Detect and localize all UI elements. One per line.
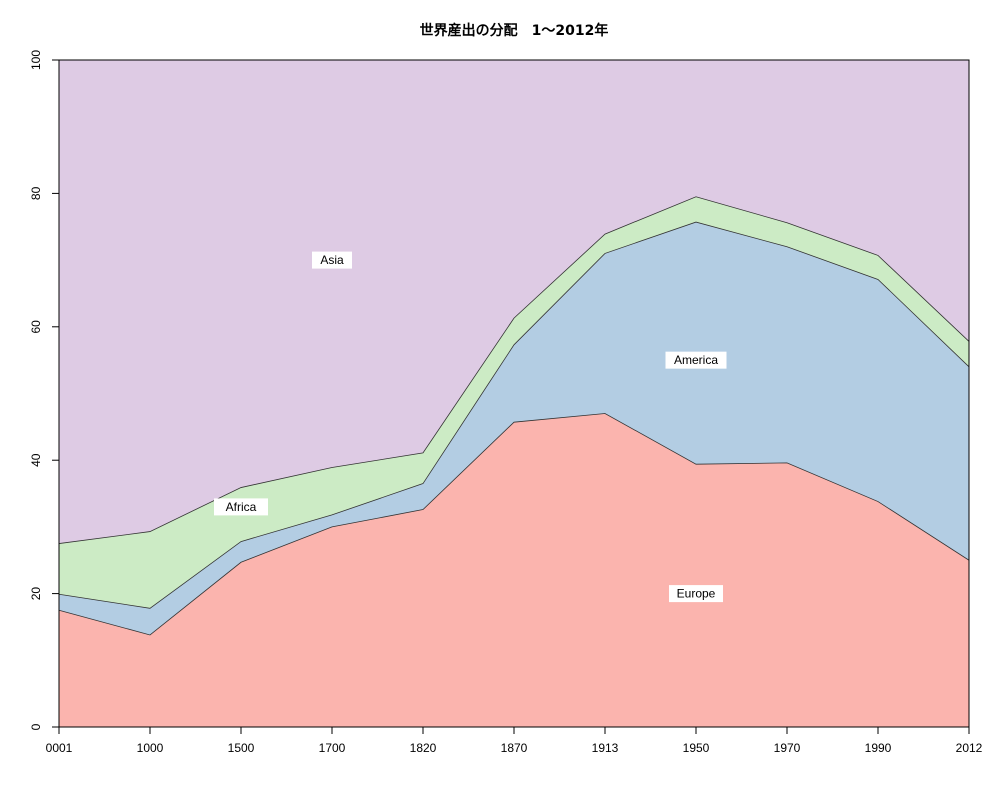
border-america (58, 221, 970, 609)
y-tick-label: 40 (29, 453, 43, 467)
y-tick-label: 0 (29, 723, 43, 730)
area-borders (58, 196, 970, 636)
area-asia (59, 60, 969, 544)
label-text: Africa (226, 500, 257, 514)
area-america (59, 222, 969, 635)
x-tick-label: 1990 (865, 741, 892, 755)
x-tick-label: 1820 (410, 741, 437, 755)
x-tick-label: 1500 (228, 741, 255, 755)
y-tick-label: 80 (29, 186, 43, 200)
label-box (669, 585, 723, 603)
region-labels: Asia America Africa Europe (214, 251, 727, 603)
border-europe (58, 413, 970, 636)
area-layers (59, 60, 969, 727)
y-tick-label: 60 (29, 320, 43, 334)
x-tick-label: 0001 (46, 741, 73, 755)
x-tick-label: 1000 (137, 741, 164, 755)
x-tick-label: 1913 (592, 741, 619, 755)
label-box (665, 351, 727, 369)
y-tick-label: 20 (29, 587, 43, 601)
label-asia: Asia (312, 251, 352, 269)
x-tick-label: 1700 (319, 741, 346, 755)
label-text: Asia (320, 253, 344, 267)
label-america: America (665, 351, 727, 369)
label-text: America (674, 353, 718, 367)
area-europe (59, 413, 969, 727)
label-box (214, 498, 268, 516)
x-tick-label: 1950 (683, 741, 710, 755)
label-africa: Africa (214, 498, 268, 516)
label-box (312, 251, 352, 269)
x-tick-label: 1970 (774, 741, 801, 755)
y-tick-label: 100 (29, 50, 43, 70)
area-africa (59, 196, 969, 609)
y-axis: 0 20 40 60 80 100 (29, 50, 59, 730)
x-tick-label: 2012 (956, 741, 983, 755)
x-axis: 0001 1000 1500 1700 1820 1870 1913 1950 1970 1990… (46, 727, 983, 755)
border-africa (58, 196, 970, 544)
label-europe: Europe (669, 585, 723, 603)
chart-title: 世界産出の分配 1～2012年 (420, 22, 609, 39)
label-text: Europe (677, 587, 716, 601)
x-tick-label: 1870 (501, 741, 528, 755)
